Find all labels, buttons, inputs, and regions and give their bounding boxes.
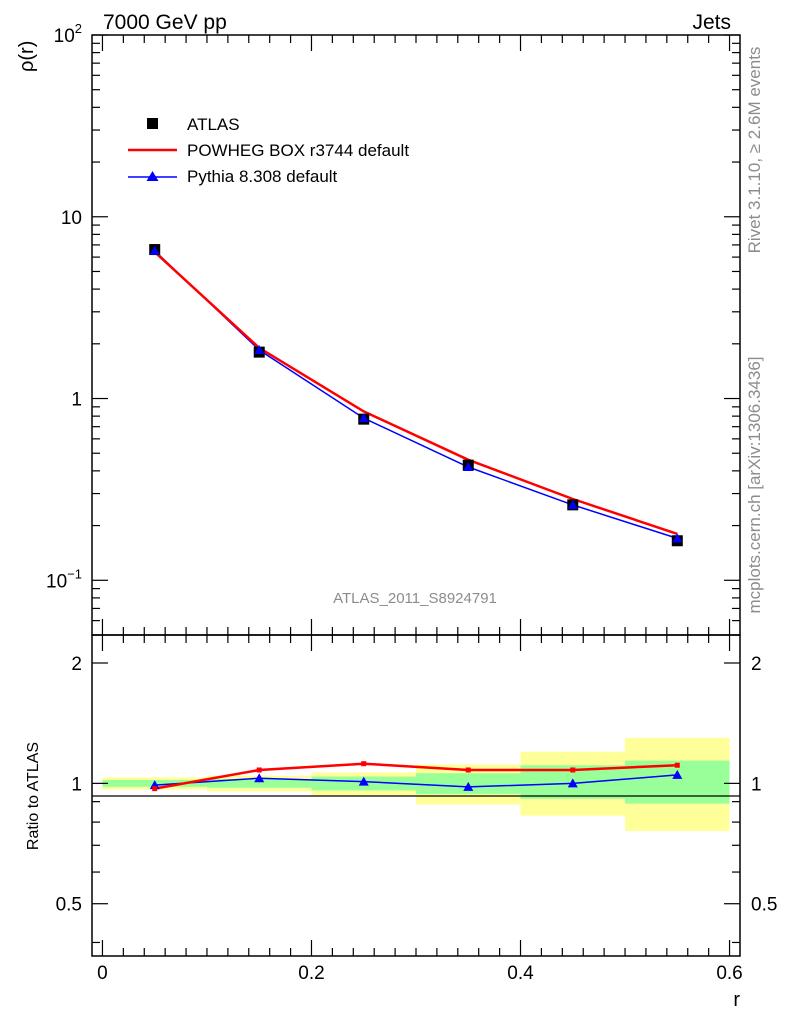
x-tick-label: 0.2 [298, 963, 324, 984]
header-right: Jets [692, 11, 731, 34]
ratio-pythia-point [567, 778, 578, 788]
header-left: 7000 GeV pp [103, 11, 227, 34]
side-label-top: Rivet 3.1.10, ≥ 2.6M events [745, 47, 764, 254]
main-y-tick-label: 10−1 [46, 566, 82, 592]
main-y-tick-label: 1 [71, 390, 82, 411]
legend-label-pythia: Pythia 8.308 default [187, 167, 338, 186]
legend-marker-pythia [146, 171, 159, 181]
ratio-powheg-point [256, 767, 262, 773]
legend-label-atlas: ATLAS [187, 115, 240, 134]
ratio-y-tick-label: 2 [71, 654, 82, 675]
x-axis-label: r [733, 989, 740, 1011]
ratio-inner-band [206, 779, 312, 788]
main-y-tick-label: 10 [61, 208, 82, 229]
ratio-y-tick-label: 0.5 [56, 895, 82, 916]
x-tick-label: 0 [97, 963, 108, 984]
main-panel: 102 10 1 10−1 ρ(r) ATLAS_2011_S8924791 ATLA… [16, 21, 741, 636]
ratio-pythia-point [672, 769, 683, 779]
pythia-point [567, 499, 578, 509]
pythia-line [154, 250, 678, 540]
ratio-panel: 2 2 1 1 0.5 0.5 Ratio to ATLAS 0 0.2 0.4 0.6 r [25, 634, 777, 1011]
ratio-pythia-point [254, 773, 265, 783]
ratio-pythia-point [358, 776, 369, 786]
legend-label-powheg: POWHEG BOX r3744 default [187, 141, 409, 160]
ratio-powheg-point [570, 767, 576, 773]
ratio-y-tick-label-right: 1 [751, 774, 762, 795]
legend: ATLAS POWHEG BOX r3744 default Pythia 8.… [128, 115, 409, 186]
ratio-y-tick-label-right: 0.5 [751, 895, 777, 916]
main-y-axis-label: ρ(r) [16, 41, 38, 72]
main-y-tick-label: 102 [54, 21, 82, 47]
legend-marker-atlas [147, 118, 158, 129]
x-tick-label: 0.6 [716, 963, 742, 984]
ratio-powheg-point [465, 767, 471, 773]
ratio-pythia-point [463, 781, 474, 791]
ratio-y-tick-label-right: 2 [751, 654, 762, 675]
ratio-powheg-point [361, 761, 367, 767]
ratio-pythia-line [154, 774, 678, 788]
ratio-powheg-line [154, 762, 678, 790]
pythia-point [358, 413, 369, 423]
pythia-point [254, 344, 265, 354]
analysis-id: ATLAS_2011_S8924791 [333, 590, 497, 607]
ratio-y-tick-label: 1 [71, 774, 82, 795]
ratio-powheg-point [674, 762, 680, 768]
pythia-point [463, 462, 474, 472]
x-tick-label: 0.4 [507, 963, 534, 984]
pythia-point [149, 245, 160, 255]
pythia-point [672, 533, 683, 543]
side-label-bottom: mcplots.cern.ch [arXiv:1306.3436] [745, 356, 764, 613]
ratio-powheg-point [152, 786, 158, 792]
powheg-line [153, 251, 678, 536]
ratio-y-axis-label: Ratio to ATLAS [25, 742, 42, 850]
